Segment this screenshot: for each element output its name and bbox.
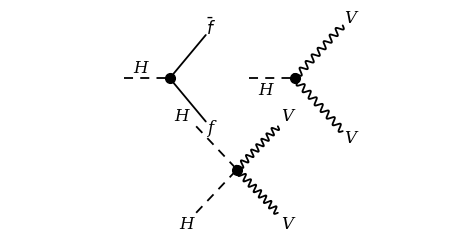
Text: V: V [282, 216, 293, 233]
Text: f: f [208, 120, 214, 137]
Text: H: H [179, 216, 194, 233]
Text: H: H [174, 108, 189, 125]
Text: H: H [259, 82, 273, 99]
Text: V: V [344, 130, 356, 147]
Text: V: V [344, 10, 356, 27]
Text: H: H [134, 60, 148, 77]
Text: V: V [282, 108, 293, 125]
Text: $\bar{f}$: $\bar{f}$ [206, 17, 216, 39]
